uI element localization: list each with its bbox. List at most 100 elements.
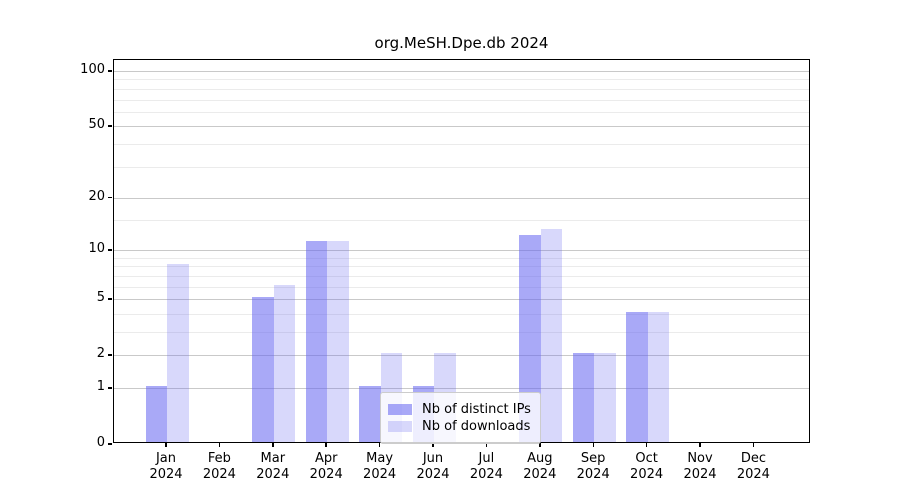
x-tick-year: 2024 <box>630 467 664 482</box>
gridline-minor <box>114 332 809 333</box>
y-tick-label: 10 <box>88 241 105 257</box>
bar-downloads <box>327 241 349 442</box>
x-tick <box>485 443 488 447</box>
x-tick-label: Dec 2024 <box>721 451 785 483</box>
x-tick-label: Apr 2024 <box>294 451 358 483</box>
bar-distinct-ips <box>359 386 381 442</box>
gridline-minor <box>114 266 809 268</box>
gridline-minor <box>114 99 809 101</box>
x-tick <box>645 443 648 447</box>
x-tick-label: May 2024 <box>348 451 412 483</box>
plot-area <box>113 59 810 443</box>
y-tick <box>108 70 112 72</box>
y-tick <box>108 125 112 127</box>
bar-downloads <box>647 311 670 442</box>
bar-distinct-ips <box>145 386 167 442</box>
x-tick <box>325 443 327 447</box>
bar-distinct-ips <box>519 234 541 442</box>
y-tick <box>108 354 112 356</box>
bar-downloads <box>594 353 616 442</box>
bar-downloads <box>540 228 563 442</box>
bar-downloads <box>167 264 189 442</box>
chart-title: org.MeSH.Dpe.db 2024 <box>374 34 549 52</box>
gridline-major <box>114 126 809 128</box>
gridline-minor <box>114 143 809 145</box>
legend-entry-distinct-ips: Nb of distinct IPs <box>388 402 531 417</box>
x-tick-month: Oct <box>635 451 658 466</box>
x-tick-month: Apr <box>314 451 338 466</box>
x-tick <box>378 443 381 447</box>
x-tick <box>432 443 434 447</box>
gridline-major <box>114 355 809 357</box>
x-tick-month: Jun <box>422 451 444 466</box>
x-tick-month: Feb <box>207 451 231 466</box>
y-tick-label: 5 <box>96 290 105 306</box>
y-tick-label: 1 <box>96 379 105 394</box>
gridline-minor <box>114 313 809 315</box>
x-tick-label: Sep 2024 <box>561 451 625 483</box>
gridline-minor <box>114 79 809 81</box>
y-tick <box>108 387 112 389</box>
gridline-minor <box>114 111 809 113</box>
x-tick-month: Nov <box>687 451 713 466</box>
x-tick-year: 2024 <box>523 467 557 482</box>
x-tick <box>218 443 221 447</box>
x-tick-label: Oct 2024 <box>615 451 679 483</box>
x-tick <box>699 443 701 447</box>
x-tick <box>272 443 274 447</box>
gridline-minor <box>114 286 809 288</box>
gridline-minor <box>114 275 809 277</box>
x-tick-month: Mar <box>260 451 286 466</box>
bar-distinct-ips <box>572 353 595 442</box>
x-tick-label: Feb 2024 <box>187 451 251 483</box>
x-tick-year: 2024 <box>416 467 450 482</box>
x-tick <box>539 443 541 447</box>
legend: Nb of distinct IPs Nb of downloads <box>380 392 541 444</box>
gridline-major <box>114 299 809 301</box>
gridline-minor <box>114 166 809 168</box>
x-tick-month: Dec <box>740 451 766 466</box>
x-tick-year: 2024 <box>256 467 290 482</box>
legend-label-downloads: Nb of downloads <box>422 419 531 434</box>
x-tick-year: 2024 <box>576 467 610 482</box>
x-tick-year: 2024 <box>469 467 503 482</box>
x-tick-month: Jul <box>478 451 495 466</box>
legend-swatch-downloads <box>388 421 412 432</box>
gridline-minor <box>114 88 809 90</box>
bar-distinct-ips <box>252 297 274 442</box>
gridline-major <box>114 250 809 252</box>
gridline-minor <box>114 219 809 221</box>
legend-label-distinct-ips: Nb of distinct IPs <box>422 402 531 417</box>
x-tick-year: 2024 <box>736 467 770 482</box>
x-tick-label: Aug 2024 <box>508 451 572 483</box>
x-tick-year: 2024 <box>363 467 397 482</box>
x-tick-month: May <box>366 451 394 466</box>
gridline-major <box>114 197 809 199</box>
x-tick <box>592 443 594 447</box>
bar-distinct-ips <box>305 241 328 442</box>
x-tick-year: 2024 <box>683 467 717 482</box>
gridline-major <box>114 388 809 389</box>
x-tick-year: 2024 <box>309 467 343 482</box>
bar-distinct-ips <box>626 311 648 442</box>
x-tick-label: Jan 2024 <box>134 451 198 483</box>
x-tick-label: Mar 2024 <box>241 451 305 483</box>
gridline-major <box>114 71 809 72</box>
x-tick-year: 2024 <box>202 467 236 482</box>
x-tick <box>752 443 755 447</box>
y-tick-label: 2 <box>96 346 105 362</box>
legend-swatch-distinct-ips <box>388 404 412 415</box>
y-tick-label: 20 <box>88 188 105 204</box>
x-tick-month: Sep <box>580 451 606 466</box>
y-tick-label: 100 <box>80 62 105 77</box>
gridline-minor <box>114 257 809 259</box>
y-tick <box>108 196 112 199</box>
x-tick-month: Aug <box>527 451 553 466</box>
y-tick-label: 0 <box>96 435 105 450</box>
x-tick-label: Jun 2024 <box>401 451 465 483</box>
y-tick <box>108 298 112 300</box>
y-tick <box>108 249 112 251</box>
x-tick <box>165 443 167 447</box>
x-tick-month: Jan <box>155 451 177 466</box>
